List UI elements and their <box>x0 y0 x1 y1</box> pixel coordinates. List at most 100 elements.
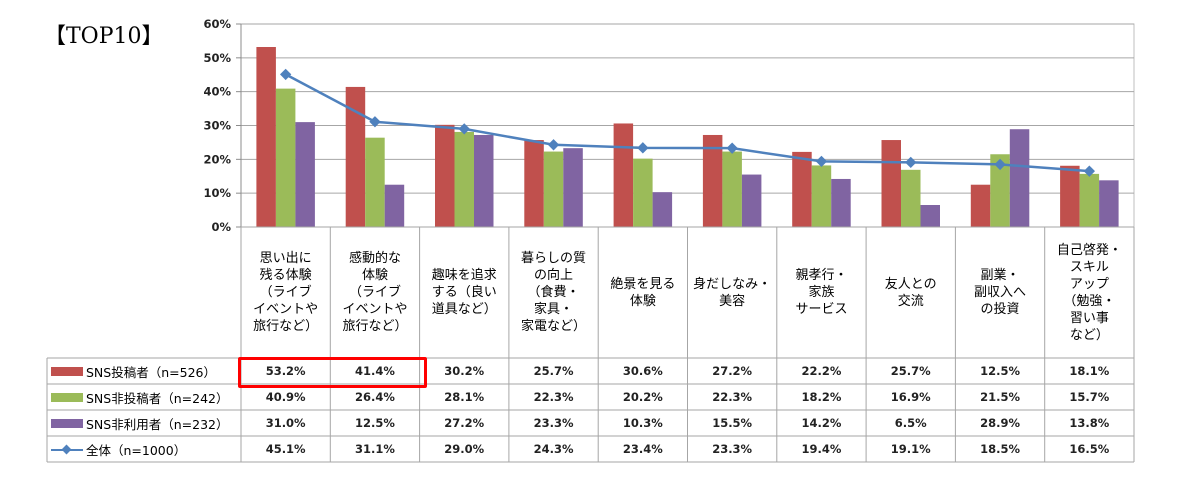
category-label: 暮らしの質 の向上 （食費・ 家具・ 家電など） <box>521 251 587 334</box>
bar <box>1060 165 1080 227</box>
data-label: 13.8% <box>1069 416 1110 430</box>
legend-label: SNS非投稿者（n=242） <box>86 390 229 406</box>
legend-swatch-icon <box>51 366 83 376</box>
legend-line-marker-icon <box>51 445 83 454</box>
legend-item: SNS非投稿者（n=242） <box>48 384 242 410</box>
data-label: 40.9% <box>265 390 306 404</box>
category-label: 副業・ 副収入へ の投資 <box>974 268 1027 317</box>
data-label: 45.1% <box>265 442 306 456</box>
bar <box>275 88 296 227</box>
data-label: 26.4% <box>354 390 395 404</box>
data-label: 23.3% <box>712 442 753 456</box>
data-label: 24.3% <box>533 442 574 456</box>
line-marker <box>815 155 828 168</box>
y-tick-label: 30% <box>203 119 231 133</box>
bar <box>970 184 991 227</box>
bar <box>792 151 812 227</box>
data-label: 53.2% <box>265 364 306 378</box>
line-marker <box>637 142 649 154</box>
data-label: 22.2% <box>801 364 842 378</box>
bar <box>474 134 494 227</box>
bar <box>881 140 901 227</box>
bar <box>543 151 564 227</box>
data-label: 16.5% <box>1069 442 1110 456</box>
data-label: 25.7% <box>533 364 574 378</box>
data-label: 30.2% <box>444 364 485 378</box>
legend-label: 全体（n=1000） <box>86 442 187 458</box>
bar <box>435 124 455 227</box>
bar <box>1099 180 1119 227</box>
category-label: 趣味を追求 する（良い 道具など） <box>431 268 497 317</box>
data-label: 14.2% <box>801 416 842 430</box>
data-label: 6.5% <box>894 416 927 430</box>
data-label: 30.6% <box>622 364 663 378</box>
data-label: 22.3% <box>712 390 753 404</box>
y-tick-label: 10% <box>203 186 231 200</box>
category-label: 親孝行・ 家族 サービス <box>795 268 848 317</box>
category-label: 友人との 交流 <box>884 276 937 309</box>
bar <box>722 151 742 227</box>
bar <box>831 178 851 227</box>
y-tick-label: 20% <box>203 152 231 166</box>
data-label: 16.9% <box>890 390 931 404</box>
legend-swatch-icon <box>51 392 83 402</box>
data-label: 22.3% <box>533 390 574 404</box>
category-label: 思い出に 残る体験 （ライブ イベントや 旅行など） <box>253 251 319 334</box>
data-label: 19.4% <box>801 442 842 456</box>
legend-swatch-icon <box>51 418 83 428</box>
legend-item: SNS非利用者（n=232） <box>48 410 242 436</box>
data-label: 21.5% <box>980 390 1020 404</box>
data-label: 29.0% <box>444 442 485 456</box>
y-tick-label: 40% <box>203 85 231 99</box>
data-label: 23.4% <box>622 442 663 456</box>
category-label: 絶景を見る 体験 <box>610 276 676 309</box>
data-label: 23.3% <box>533 416 574 430</box>
line-marker <box>1083 165 1096 177</box>
bar <box>1009 129 1030 227</box>
bar <box>454 131 474 227</box>
bar <box>811 165 832 227</box>
bar <box>652 192 673 227</box>
line-marker <box>905 156 917 169</box>
line-marker <box>726 142 738 154</box>
legend-label: SNS非利用者（n=232） <box>86 416 229 432</box>
data-label: 18.5% <box>980 442 1020 456</box>
legend-item: SNS投稿者（n=526） <box>48 358 242 384</box>
y-tick-label: 60% <box>203 17 231 31</box>
data-label: 28.1% <box>444 390 485 404</box>
line-series <box>285 73 1090 173</box>
bar <box>702 134 723 227</box>
data-label: 19.1% <box>890 442 931 456</box>
legend-label: SNS投稿者（n=526） <box>86 364 216 380</box>
line-marker <box>547 139 560 151</box>
data-label: 15.5% <box>712 416 753 430</box>
data-label: 41.4% <box>354 364 395 378</box>
category-label: 身だしなみ・ 美容 <box>693 276 772 309</box>
data-label: 31.0% <box>265 416 306 430</box>
bar <box>990 154 1010 227</box>
data-label: 20.2% <box>622 390 663 404</box>
chart-title: 【TOP10】 <box>44 24 164 49</box>
highlight-box <box>238 357 427 388</box>
bar <box>1079 173 1100 227</box>
bar <box>384 184 405 227</box>
data-label: 27.2% <box>712 364 753 378</box>
bar <box>901 169 921 227</box>
category-label: 自己啓発・ スキル アップ （勉強・ 習い事 など） <box>1056 242 1122 343</box>
bar <box>345 86 366 228</box>
data-label: 10.3% <box>622 416 663 430</box>
bar <box>295 122 315 227</box>
data-label: 28.9% <box>980 416 1020 430</box>
data-label: 25.7% <box>890 364 931 378</box>
bar <box>920 205 940 227</box>
bar <box>256 47 276 227</box>
data-label: 12.5% <box>354 416 395 430</box>
data-label: 31.1% <box>354 442 395 456</box>
data-label: 27.2% <box>444 416 485 430</box>
bar <box>613 123 634 227</box>
data-label: 15.7% <box>1069 390 1110 404</box>
bar <box>524 140 544 227</box>
y-tick-label: 50% <box>203 51 231 65</box>
legend-item: 全体（n=1000） <box>48 436 242 462</box>
